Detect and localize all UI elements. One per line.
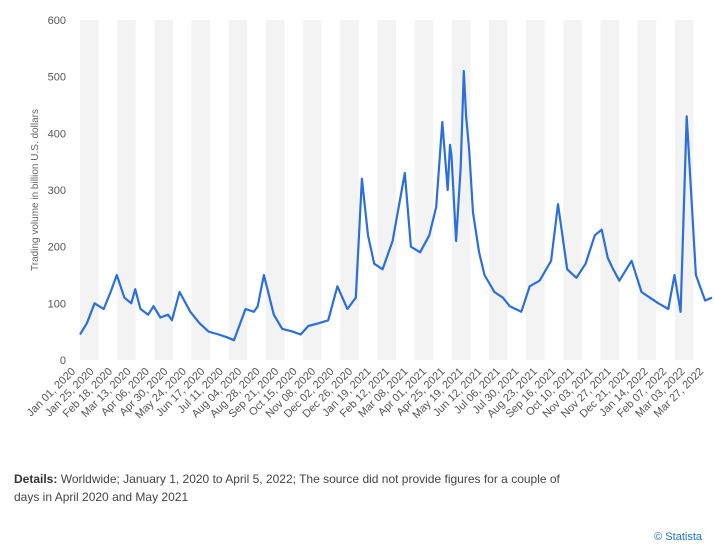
background-band <box>414 20 434 360</box>
background-band <box>526 20 545 360</box>
y-tick-label: 600 <box>48 15 66 27</box>
details-label: Details: <box>14 472 58 486</box>
y-tick-label: 200 <box>48 242 66 254</box>
details-text: Worldwide; January 1, 2020 to April 5, 2… <box>14 472 560 504</box>
trading-volume-series-line <box>79 69 713 342</box>
background-band <box>154 20 173 360</box>
y-tick-label: 400 <box>48 128 66 140</box>
y-tick-label: 100 <box>48 298 66 310</box>
details-note: Details: Worldwide; January 1, 2020 to A… <box>14 470 574 506</box>
background-band <box>377 20 396 360</box>
y-tick-label: 500 <box>48 72 66 84</box>
background-band <box>600 20 620 360</box>
background-band <box>563 20 582 360</box>
y-tick-label: 0 <box>60 355 66 367</box>
background-band <box>265 20 285 360</box>
background-band <box>303 20 322 360</box>
background-band <box>451 20 471 360</box>
series-layer <box>79 69 713 342</box>
background-band <box>637 20 657 360</box>
background-band <box>80 20 99 360</box>
background-band <box>191 20 211 360</box>
y-tick-label: 300 <box>48 185 66 197</box>
y-axis-title: Trading volume in billion U.S. dollars <box>30 109 41 271</box>
plot-background-bands <box>80 20 694 360</box>
background-band <box>488 20 508 360</box>
background-band <box>117 20 136 360</box>
y-axis: 0 100 200 300 400 500 600 <box>48 15 66 367</box>
background-band <box>340 20 359 360</box>
footer-area <box>0 458 714 557</box>
background-band <box>228 20 248 360</box>
statista-credit-link[interactable]: © Statista <box>654 531 702 543</box>
